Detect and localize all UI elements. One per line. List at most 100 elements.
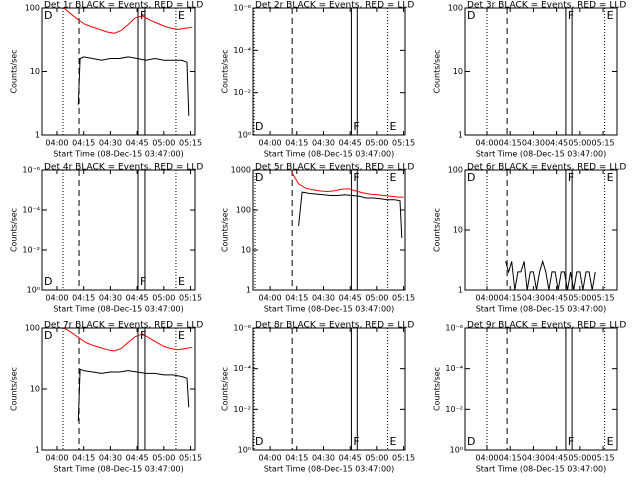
marker-label: F bbox=[140, 329, 146, 342]
y-axis-label: Counts/sec bbox=[221, 367, 230, 411]
x-tick-label: 05:00 bbox=[365, 139, 388, 148]
marker-label: F bbox=[353, 435, 359, 448]
y-tick-label: 100 bbox=[448, 166, 463, 175]
marker-label: E bbox=[390, 435, 397, 448]
x-tick-label: 04:30 bbox=[99, 139, 122, 148]
data-line bbox=[298, 191, 403, 239]
x-tick-label: 04:45 bbox=[545, 139, 568, 148]
plot-frame bbox=[464, 327, 618, 451]
x-tick-label: 04:45 bbox=[126, 139, 149, 148]
x-tick-label: 05:00 bbox=[365, 454, 388, 463]
panel-title: Det 6r BLACK = Events, RED = LLD bbox=[467, 163, 626, 173]
data-line bbox=[505, 259, 596, 291]
x-tick-label: 05:15 bbox=[179, 139, 202, 148]
y-axis-label: Counts/sec bbox=[433, 208, 442, 252]
data-line bbox=[63, 327, 193, 352]
x-tick-label: 04:45 bbox=[545, 454, 568, 463]
plot-frame bbox=[252, 7, 406, 136]
x-tick-label: 05:00 bbox=[365, 294, 388, 303]
marker-label: F bbox=[140, 275, 146, 288]
y-axis-label: Counts/sec bbox=[10, 367, 19, 411]
plot-frame bbox=[252, 327, 406, 451]
x-tick-label: 04:15 bbox=[499, 139, 522, 148]
marker-label: F bbox=[140, 9, 146, 22]
x-tick-label: 04:30 bbox=[99, 294, 122, 303]
x-tick-label: 05:00 bbox=[152, 454, 175, 463]
x-tick-label: 05:00 bbox=[152, 294, 175, 303]
x-tick-label: 05:15 bbox=[392, 454, 415, 463]
y-tick-label: 10 bbox=[453, 67, 463, 76]
marker-label: E bbox=[178, 275, 185, 288]
x-tick-label: 04:15 bbox=[499, 294, 522, 303]
marker-label: E bbox=[607, 9, 614, 22]
y-axis-label: Counts/sec bbox=[433, 367, 442, 411]
x-tick-label: 04:00 bbox=[259, 139, 282, 148]
plot-frame bbox=[252, 169, 406, 291]
y-tick-label: 10 bbox=[241, 246, 251, 255]
data-line bbox=[77, 368, 190, 421]
x-tick-label: 05:15 bbox=[392, 294, 415, 303]
y-axis-label: Counts/sec bbox=[433, 49, 442, 93]
y-tick-label: 10 bbox=[30, 385, 40, 394]
x-tick-label: 04:15 bbox=[285, 139, 308, 148]
x-tick-label: 05:00 bbox=[152, 139, 175, 148]
x-tick-label: 05:15 bbox=[592, 294, 615, 303]
marker-label: D bbox=[467, 435, 475, 448]
marker-label: D bbox=[44, 329, 52, 342]
marker-label: E bbox=[178, 9, 185, 22]
marker-label: E bbox=[607, 171, 614, 184]
x-tick-label: 04:30 bbox=[312, 139, 335, 148]
panel-title: Det 3r BLACK = Events, RED = LLD bbox=[467, 1, 626, 11]
panel-title: Det 2r BLACK = Events, RED = LLD bbox=[255, 1, 414, 11]
x-tick-label: 04:15 bbox=[72, 139, 95, 148]
x-tick-label: 04:00 bbox=[259, 294, 282, 303]
marker-label: F bbox=[568, 171, 574, 184]
y-tick-label: 10⁻⁴ bbox=[233, 364, 251, 373]
x-tick-label: 04:00 bbox=[259, 454, 282, 463]
y-tick-label: 1 bbox=[35, 446, 40, 455]
data-line bbox=[290, 171, 404, 198]
y-tick-label: 100 bbox=[448, 4, 463, 13]
marker-label: D bbox=[44, 9, 52, 22]
x-tick-label: 05:15 bbox=[179, 294, 202, 303]
x-tick-label: 05:15 bbox=[592, 139, 615, 148]
x-tick-label: 05:15 bbox=[592, 454, 615, 463]
y-tick-label: 10⁻⁶ bbox=[22, 166, 40, 175]
x-axis-label: Start Time (08-Dec-15 03:47:00) bbox=[53, 150, 184, 159]
y-tick-label: 10⁻⁶ bbox=[233, 324, 251, 333]
plot-frame bbox=[41, 7, 196, 136]
x-tick-label: 04:00 bbox=[45, 139, 68, 148]
y-tick-label: 10⁻⁶ bbox=[233, 4, 251, 13]
x-tick-label: 04:00 bbox=[475, 294, 498, 303]
y-tick-label: 10⁻⁴ bbox=[445, 364, 463, 373]
x-tick-label: 05:00 bbox=[568, 139, 591, 148]
x-axis-label: Start Time (08-Dec-15 03:47:00) bbox=[264, 150, 395, 159]
x-axis-label: Start Time (08-Dec-15 03:47:00) bbox=[476, 150, 607, 159]
y-tick-label: 10⁰ bbox=[238, 446, 251, 455]
x-axis-label: Start Time (08-Dec-15 03:47:00) bbox=[264, 305, 395, 314]
y-tick-label: 10⁻⁴ bbox=[233, 46, 251, 55]
marker-label: D bbox=[255, 120, 263, 133]
x-axis-label: Start Time (08-Dec-15 03:47:00) bbox=[264, 465, 395, 474]
y-tick-label: 10⁻² bbox=[233, 405, 251, 414]
y-axis-label: Counts/sec bbox=[10, 49, 19, 93]
x-axis-label: Start Time (08-Dec-15 03:47:00) bbox=[53, 465, 184, 474]
y-axis-label: Counts/sec bbox=[10, 208, 19, 252]
x-tick-label: 05:15 bbox=[392, 139, 415, 148]
x-tick-label: 04:30 bbox=[312, 454, 335, 463]
data-line bbox=[77, 56, 190, 116]
y-tick-label: 1000 bbox=[231, 166, 251, 175]
x-tick-label: 04:45 bbox=[126, 454, 149, 463]
x-tick-label: 04:15 bbox=[499, 454, 522, 463]
marker-label: D bbox=[255, 435, 263, 448]
x-tick-label: 04:30 bbox=[522, 454, 545, 463]
plot-frame bbox=[41, 327, 196, 451]
x-tick-label: 04:45 bbox=[339, 454, 362, 463]
plot-frame bbox=[41, 169, 196, 291]
y-tick-label: 10⁻² bbox=[233, 88, 251, 97]
plot-frame bbox=[464, 7, 618, 136]
marker-label: F bbox=[568, 9, 574, 22]
panel-title: Det 7r BLACK = Events, RED = LLD bbox=[44, 321, 203, 331]
y-tick-label: 10 bbox=[30, 67, 40, 76]
x-tick-label: 04:00 bbox=[475, 139, 498, 148]
